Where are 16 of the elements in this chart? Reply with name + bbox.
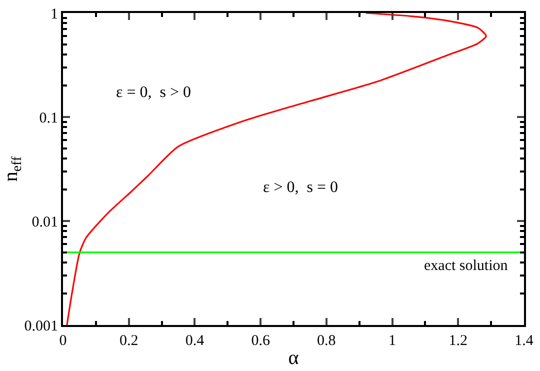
y-tick-label: 0.1 [39,110,58,126]
x-tick-label: 1 [388,333,396,349]
y-tick-label: 0.001 [24,318,58,334]
y-tick-label: 0.01 [32,214,58,230]
x-axis-title: α [288,347,300,369]
x-tick-label: 1.2 [448,333,468,349]
annotation: ε > 0, s = 0 [263,179,338,196]
y-tick-label: 1 [50,6,58,22]
ref-line-label: exact solution [424,258,508,274]
x-tick-label: 0.6 [251,333,270,349]
x-tick-label: 0.2 [119,333,138,349]
x-tick-label: 0 [59,333,67,349]
x-tick-label: 0.8 [317,333,336,349]
x-tick-label: 1.4 [514,333,534,349]
annotation: ε = 0, s > 0 [116,84,191,101]
x-tick-label: 0.4 [185,333,205,349]
